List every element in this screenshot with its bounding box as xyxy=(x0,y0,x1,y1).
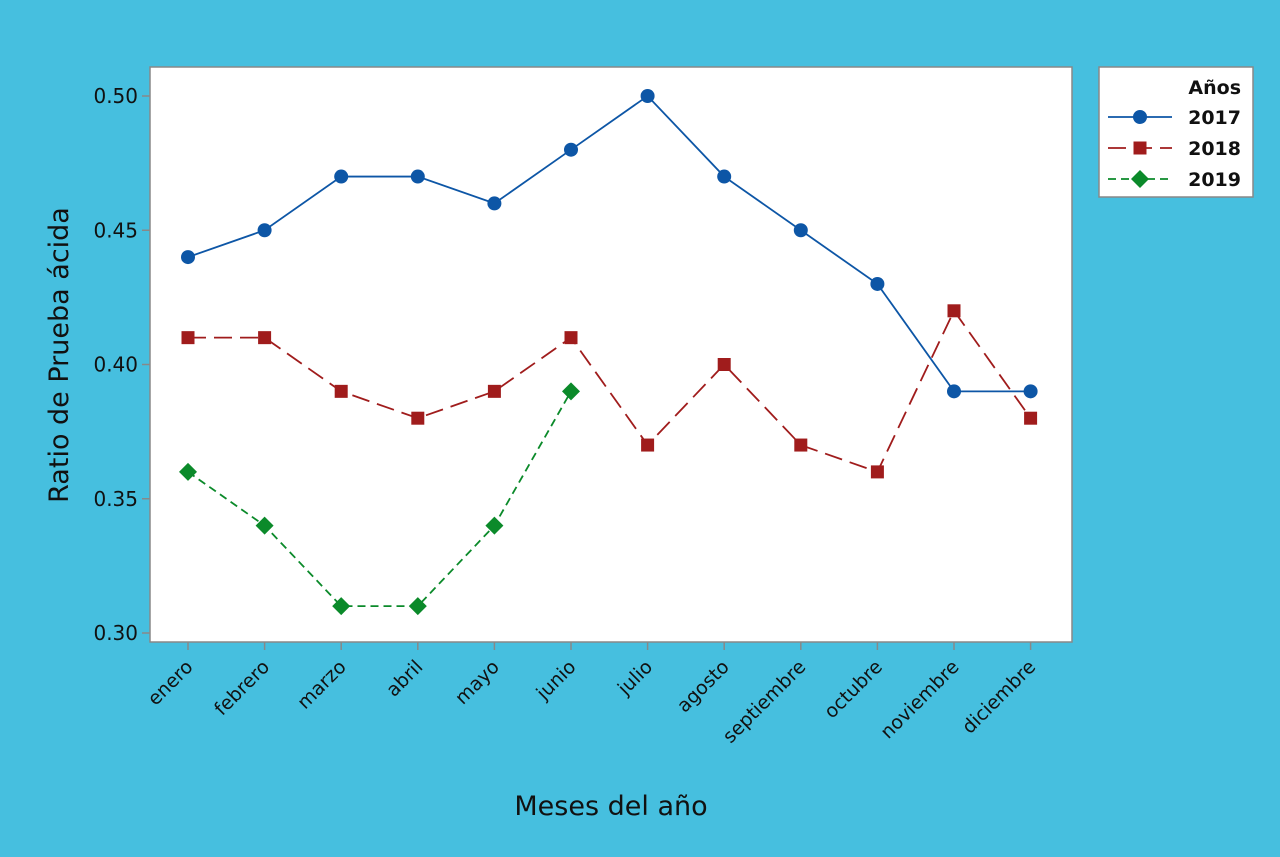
data-point-2018 xyxy=(487,384,501,398)
data-point-2018 xyxy=(717,358,731,371)
series-2017 xyxy=(181,89,1038,399)
x-tick-label: enero xyxy=(143,656,197,710)
x-axis: enero febrero marzo abril mayo junio julio agos… xyxy=(143,642,1040,748)
legend-item-2019: 2019 xyxy=(1108,169,1241,191)
data-point-2017 xyxy=(793,223,808,238)
data-point-2017 xyxy=(410,169,425,184)
data-point-2018 xyxy=(947,304,961,318)
y-axis: 0.30 0.35 0.40 0.45 0.50 xyxy=(93,84,150,645)
data-point-2017 xyxy=(487,196,502,211)
data-point-2019 xyxy=(485,516,504,535)
series-2019 xyxy=(179,382,580,616)
legend-item-2017: 2017 xyxy=(1108,107,1241,129)
legend-item-2018: 2018 xyxy=(1108,138,1241,160)
legend-marker xyxy=(1133,141,1147,155)
x-tick-label: agosto xyxy=(673,656,734,717)
series-line-2018 xyxy=(188,309,1032,474)
x-tick-label: febrero xyxy=(210,656,274,720)
y-tick-label: 0.30 xyxy=(93,621,138,645)
data-point-2017 xyxy=(1023,384,1038,399)
data-point-2017 xyxy=(257,223,272,238)
data-point-2017 xyxy=(947,384,961,399)
data-point-2017 xyxy=(564,142,578,157)
data-point-2017 xyxy=(870,276,885,291)
data-point-2017 xyxy=(334,169,349,184)
legend-marker xyxy=(1131,170,1149,188)
legend-label: 2017 xyxy=(1188,107,1241,129)
x-tick-label: abril xyxy=(382,656,427,701)
data-point-2018 xyxy=(411,411,425,425)
series-layer xyxy=(179,89,1038,616)
legend-box xyxy=(1098,66,1254,198)
data-point-2018 xyxy=(334,384,348,398)
data-point-2018 xyxy=(641,438,655,452)
x-tick-label: junio xyxy=(532,656,581,705)
series-line-2019 xyxy=(187,390,572,608)
data-point-2017 xyxy=(181,250,195,265)
data-point-2018 xyxy=(181,331,195,345)
legend-label: 2018 xyxy=(1188,138,1241,160)
data-point-2017 xyxy=(717,169,732,184)
data-point-2019 xyxy=(332,597,351,616)
data-point-2018 xyxy=(794,438,808,452)
y-tick-label: 0.40 xyxy=(93,353,138,377)
data-point-2019 xyxy=(255,516,274,535)
data-point-2018 xyxy=(1024,411,1038,425)
x-tick-label: octubre xyxy=(820,656,887,723)
x-tick-label: noviembre xyxy=(876,656,963,743)
data-point-2018 xyxy=(870,465,884,479)
legend-marker xyxy=(1133,110,1147,124)
x-tick-label: diciembre xyxy=(958,656,1040,738)
x-tick-label: septiembre xyxy=(719,656,811,748)
data-point-2019 xyxy=(408,597,427,616)
data-point-2018 xyxy=(258,331,272,345)
x-tick-label: marzo xyxy=(293,656,351,714)
data-point-2019 xyxy=(179,462,197,481)
x-tick-label: mayo xyxy=(451,656,504,709)
y-tick-label: 0.35 xyxy=(93,487,138,511)
legend: Años 2017 2018 2019 xyxy=(1098,66,1254,198)
data-point-2019 xyxy=(562,382,580,401)
data-point-2017 xyxy=(640,89,655,103)
y-tick-label: 0.50 xyxy=(93,84,138,108)
y-axis-label: Ratio de Prueba ácida xyxy=(44,207,75,503)
legend-label: 2019 xyxy=(1188,169,1241,191)
y-tick-label: 0.45 xyxy=(93,218,138,242)
series-line-2017 xyxy=(187,94,1031,393)
legend-title: Años xyxy=(1188,77,1241,99)
data-point-2018 xyxy=(564,331,578,345)
series-2018 xyxy=(181,304,1038,479)
plot-area xyxy=(149,66,1073,643)
x-tick-label: julio xyxy=(613,656,657,700)
x-axis-label: Meses del año xyxy=(514,791,707,822)
